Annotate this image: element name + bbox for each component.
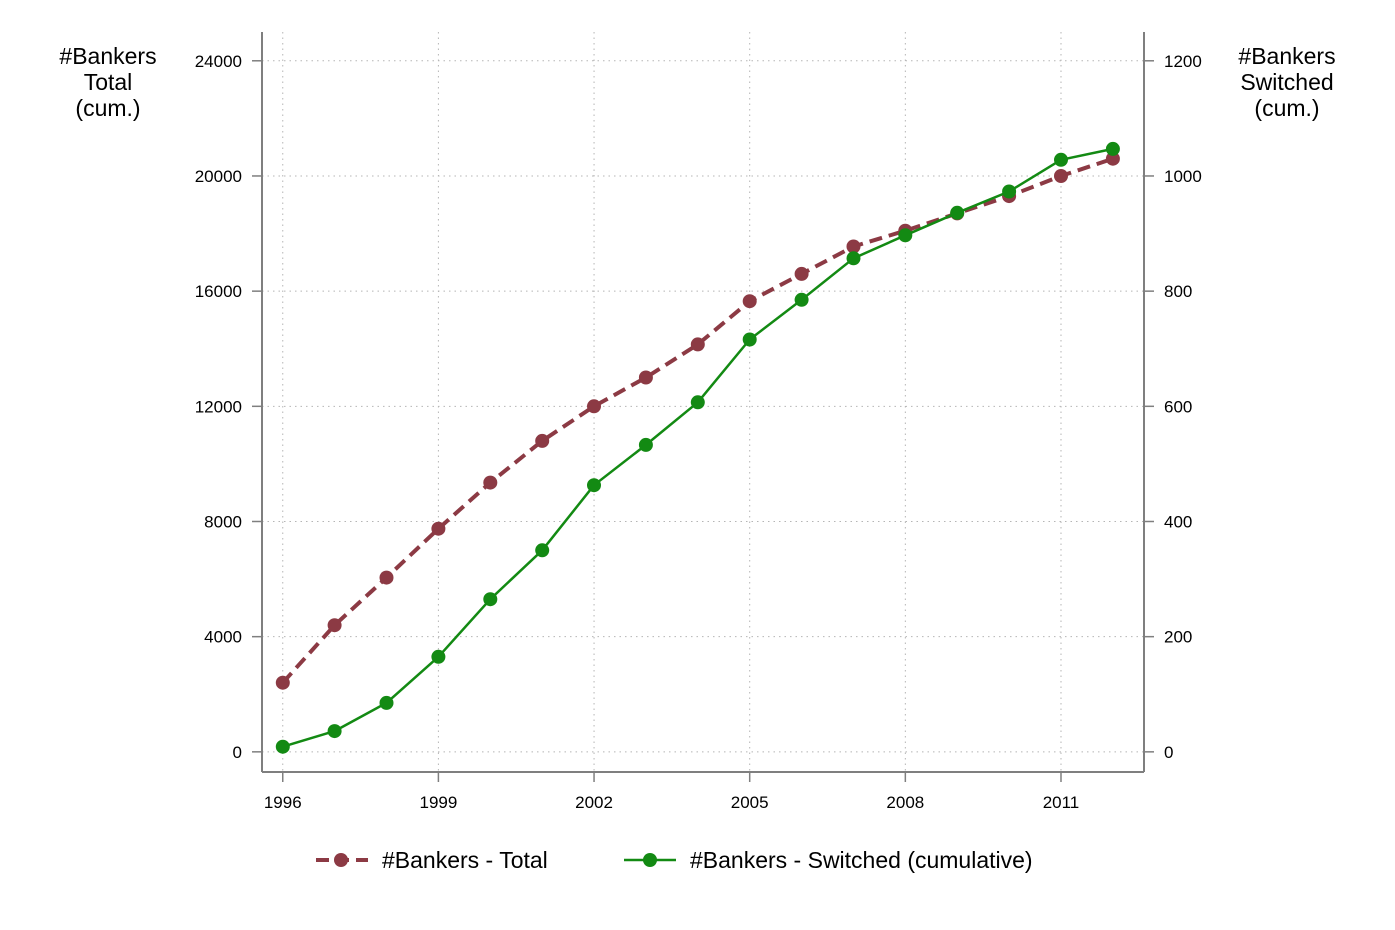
left-axis-tick-label: 12000 [195,397,242,416]
data-point-switched [950,205,965,220]
x-axis-tick-label: 2005 [731,793,769,812]
right-axis-tick-label: 600 [1164,397,1192,416]
data-point-total [587,399,601,414]
data-point-switched [638,437,653,452]
left-axis-title-line-2: Total [84,69,133,95]
series-line-total [281,156,1114,685]
data-point-total [275,675,290,690]
data-point-switched [327,724,342,739]
axes: 0 4000 8000 12000 16000 20000 24000 0 200 400 600 8… [195,32,1202,812]
x-axis-tick-label: 2011 [1043,793,1080,812]
data-point-switched [587,478,601,493]
left-axis-title-line-1: #Bankers [59,43,156,69]
data-series [275,141,1120,754]
data-point-switched [1002,184,1017,199]
data-point-total [431,521,446,536]
legend: #Bankers - Total #Bankers - Switched (cu… [316,847,1033,873]
left-axis-tick-label: 20000 [195,167,242,186]
data-point-switched [794,292,809,307]
x-axis-tick-label: 1999 [419,793,457,812]
data-point-total [638,370,653,385]
data-point-total [379,570,394,585]
left-axis-tick-label: 8000 [204,512,242,531]
data-point-total [1105,151,1120,166]
left-axis-title-line-3: (cum.) [75,95,140,121]
data-point-total [483,475,498,490]
legend-label-total: #Bankers - Total [382,847,548,873]
data-point-total [846,239,861,254]
data-point-total [1054,169,1068,183]
data-point-total [794,266,809,281]
data-point-total [742,294,757,309]
data-point-switched [1054,152,1068,167]
right-axis-title-line-2: Switched [1240,69,1333,95]
data-point-switched [898,228,913,243]
left-axis-tick-label: 16000 [195,282,242,301]
legend-label-switched: #Bankers - Switched (cumulative) [690,847,1033,873]
right-axis-tick-label: 400 [1164,512,1192,531]
right-axis-title: #Bankers Switched (cum.) [1238,43,1335,121]
legend-item-switched: #Bankers - Switched (cumulative) [624,847,1033,873]
legend-item-total: #Bankers - Total [316,847,548,873]
x-axis-tick-label: 2002 [575,793,613,812]
x-axis-tick-label: 2008 [886,793,924,812]
data-point-total [327,618,342,633]
data-point-switched [846,251,861,266]
data-point-total [690,337,705,352]
left-axis-title: #Bankers Total (cum.) [59,43,156,121]
data-point-switched [431,649,446,664]
series-line-switched [282,147,1114,748]
data-point-switched [1105,141,1120,156]
right-axis-tick-label: 800 [1164,282,1192,301]
data-point-switched [690,395,705,410]
right-axis-title-line-1: #Bankers [1238,43,1335,69]
legend-swatch-total-marker [334,853,348,867]
right-axis-tick-label: 0 [1164,743,1173,762]
right-axis-tick-label: 200 [1164,628,1192,647]
data-point-switched [275,739,290,754]
data-point-total [535,433,550,448]
data-point-switched [379,695,394,710]
right-axis-title-line-3: (cum.) [1254,95,1319,121]
left-axis-tick-label: 24000 [195,52,242,71]
right-axis-tick-label: 1200 [1164,52,1202,71]
data-point-switched [742,332,757,347]
x-axis-tick-label: 1996 [264,793,302,812]
data-point-switched [483,592,498,607]
left-axis-tick-label: 0 [233,743,242,762]
left-axis-tick-label: 4000 [204,628,242,647]
legend-swatch-switched-marker [643,853,657,867]
right-axis-tick-label: 1000 [1164,167,1202,186]
data-point-switched [535,543,550,558]
